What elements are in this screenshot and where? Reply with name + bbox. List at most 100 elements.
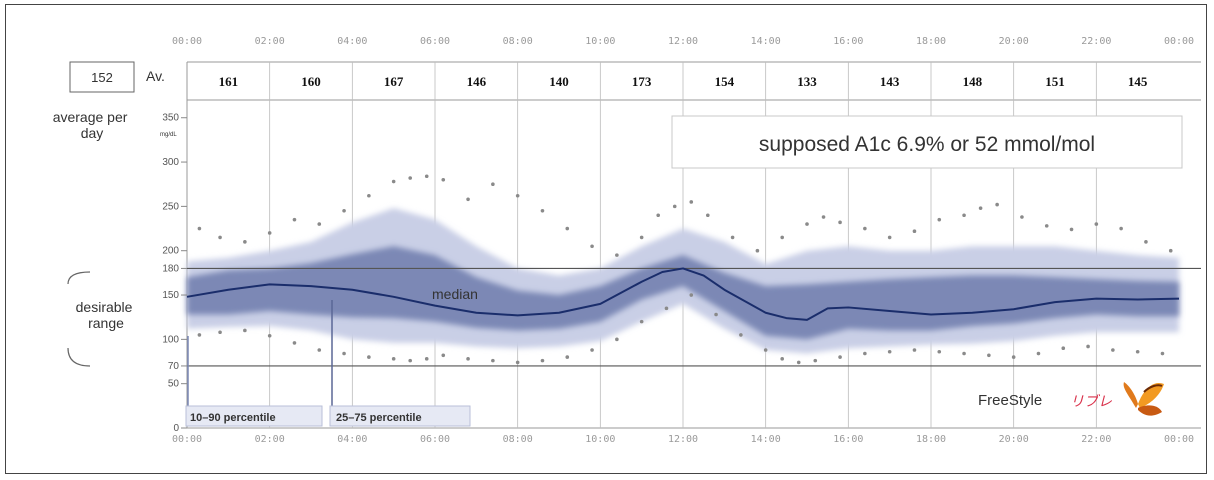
hourly-average-value: 140 xyxy=(549,74,569,89)
reading-dot xyxy=(367,355,371,359)
hourly-average-value: 154 xyxy=(715,74,735,89)
reading-dots xyxy=(197,174,1173,365)
reading-dot xyxy=(887,235,892,240)
overall-average-value: 152 xyxy=(91,70,113,85)
hourly-average-value: 133 xyxy=(797,74,817,89)
reading-dot xyxy=(672,204,677,209)
reading-dot xyxy=(267,231,272,235)
median-line xyxy=(186,267,1180,321)
chart-frame xyxy=(5,4,1207,474)
x-tick-top: 06:00 xyxy=(420,36,450,47)
butterfly-icon xyxy=(1123,382,1164,416)
reading-dot xyxy=(441,353,446,358)
reading-dot xyxy=(466,197,470,202)
reading-dot xyxy=(565,226,570,231)
reading-dot xyxy=(466,357,470,361)
reading-dot xyxy=(987,353,991,358)
reading-dot xyxy=(714,312,718,317)
reading-dot xyxy=(1086,344,1090,349)
legend-inner-label: 25–75 percentile xyxy=(336,412,422,424)
legend-outer-label: 10–90 percentile xyxy=(190,412,276,424)
x-tick-top: 12:00 xyxy=(668,36,698,47)
reading-dot xyxy=(342,351,346,356)
reading-dot xyxy=(615,253,619,257)
reading-dot xyxy=(424,357,429,361)
x-tick-top: 02:00 xyxy=(255,36,285,47)
x-tick-bottom: 00:00 xyxy=(172,434,202,445)
reading-dot xyxy=(689,293,694,297)
reading-dot xyxy=(937,217,942,222)
reading-dot xyxy=(367,193,371,198)
y-tick-label: 0 xyxy=(173,423,179,434)
reading-dot xyxy=(1061,346,1066,351)
reading-dot xyxy=(491,182,495,187)
x-tick-bottom: 02:00 xyxy=(255,434,285,445)
x-tick-top: 16:00 xyxy=(833,36,863,47)
percentile-25-75-band xyxy=(187,246,1179,340)
reading-dot xyxy=(1094,222,1099,226)
reading-dot xyxy=(243,240,247,244)
y-unit-label: mg/dL xyxy=(160,132,177,138)
freestyle-logo: FreeStyle リブレ xyxy=(978,382,1164,416)
reading-dot xyxy=(639,235,644,240)
reading-dot xyxy=(1069,227,1074,232)
reading-dot xyxy=(763,348,768,352)
legend: 10–90 percentile 25–75 percentile xyxy=(185,300,471,427)
reading-dot xyxy=(755,248,760,253)
y-tick-label: 180 xyxy=(162,263,179,274)
x-tick-bottom: 18:00 xyxy=(916,434,946,445)
x-tick-bottom: 20:00 xyxy=(999,434,1029,445)
hourly-averages: 161 160 167 146 140 173 154 133 143 148 151 145 xyxy=(219,74,1148,89)
reading-dot xyxy=(615,337,619,342)
reading-dot xyxy=(706,213,710,218)
reading-dot xyxy=(739,333,743,337)
reading-dot xyxy=(292,341,297,345)
reading-dot xyxy=(962,213,966,218)
x-tick-top: 00:00 xyxy=(172,36,202,47)
hourly-average-value: 145 xyxy=(1128,74,1148,89)
reading-dot xyxy=(780,357,784,361)
reading-dot xyxy=(218,235,222,240)
x-tick-bottom: 14:00 xyxy=(751,434,781,445)
legend-outer-box xyxy=(185,405,323,427)
hourly-average-value: 173 xyxy=(632,74,652,89)
target-lines xyxy=(187,267,1201,367)
reading-dot xyxy=(267,334,272,338)
reading-dot xyxy=(838,355,842,359)
x-tick-bottom: 12:00 xyxy=(668,434,698,445)
reading-dot xyxy=(1111,348,1115,352)
reading-dot xyxy=(937,349,942,354)
reading-dot xyxy=(197,333,202,337)
desirable-range-line2: range xyxy=(88,315,124,331)
y-tick-labels: 0 50 70 100 150 180 200 250 300 350 xyxy=(162,113,187,434)
average-per-day-line1: average per xyxy=(53,109,128,125)
desirable-range-bracket-top xyxy=(67,271,91,285)
x-tick-bottom: 06:00 xyxy=(420,434,450,445)
x-tick-top: 00:00 xyxy=(1164,36,1194,47)
x-tick-bottom: 04:00 xyxy=(337,434,367,445)
reading-dot xyxy=(540,209,545,213)
logo-text: FreeStyle xyxy=(978,392,1042,409)
reading-dot xyxy=(1168,248,1173,253)
reading-dot xyxy=(978,206,983,210)
band-25-75 xyxy=(187,246,1179,340)
x-tick-bottom: 16:00 xyxy=(833,434,863,445)
x-tick-top: 20:00 xyxy=(999,36,1029,47)
reading-dot xyxy=(805,222,809,226)
reading-dot xyxy=(424,174,429,179)
x-tick-top: 10:00 xyxy=(585,36,615,47)
reading-dot xyxy=(813,358,818,363)
y-tick-label: 250 xyxy=(162,201,179,212)
reading-dot xyxy=(391,357,396,361)
x-tick-labels: 00:00 00:00 02:00 02:00 04:00 04:00 06:00 06:00… xyxy=(172,36,1194,445)
reading-dot xyxy=(317,348,322,352)
average-per-day-line2: day xyxy=(81,125,104,141)
reading-dot xyxy=(317,222,322,226)
reading-dot xyxy=(441,177,446,182)
x-tick-bottom: 10:00 xyxy=(585,434,615,445)
reading-dot xyxy=(1011,355,1016,359)
average-per-day-label: average per day xyxy=(53,109,132,141)
reading-dot xyxy=(515,193,520,198)
desirable-range-bracket-bottom xyxy=(67,347,91,367)
